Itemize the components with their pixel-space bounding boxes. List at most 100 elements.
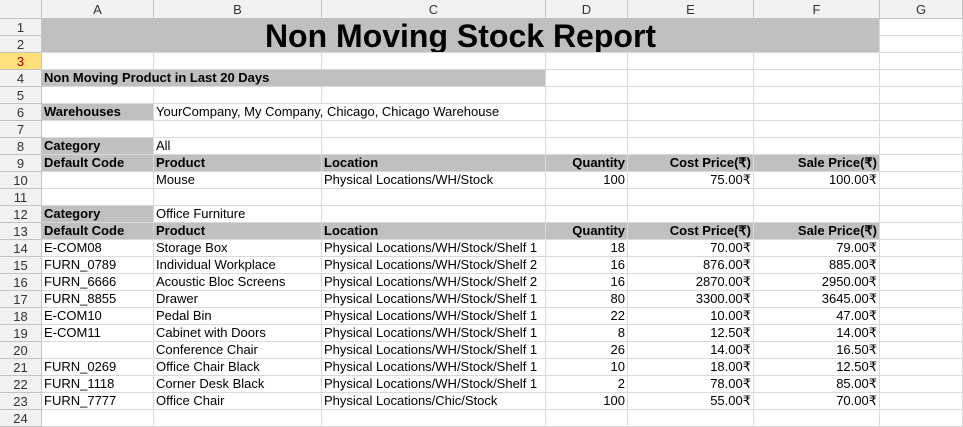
data-cell-location[interactable]: Physical Locations/WH/Stock/Shelf 1 [322,342,546,359]
row-header-16[interactable]: 16 [0,274,42,291]
empty-cell[interactable] [322,121,546,138]
empty-cell[interactable] [880,393,963,410]
empty-cell[interactable] [628,410,754,427]
data-cell-sale[interactable]: 47.00₹ [754,308,880,325]
header-location[interactable]: Location [322,155,546,172]
empty-cell[interactable] [628,53,754,70]
data-cell-code[interactable]: FURN_0269 [42,359,154,376]
column-header-g[interactable]: G [880,0,963,19]
header-sale-price[interactable]: Sale Price(₹) [754,155,880,172]
data-cell-code[interactable] [42,342,154,359]
empty-cell[interactable] [546,70,628,87]
data-cell-cost[interactable]: 70.00₹ [628,240,754,257]
column-header-a[interactable]: A [42,0,154,19]
row-header-12[interactable]: 12 [0,206,42,223]
row-header-23[interactable]: 23 [0,393,42,410]
data-cell-qty[interactable]: 100 [546,393,628,410]
data-cell-sale[interactable]: 12.50₹ [754,359,880,376]
row-header-3[interactable]: 3 [0,53,42,70]
data-cell-qty[interactable]: 22 [546,308,628,325]
data-cell-sale[interactable]: 14.00₹ [754,325,880,342]
data-cell-code[interactable]: FURN_0789 [42,257,154,274]
data-cell-cost[interactable]: 78.00₹ [628,376,754,393]
empty-cell[interactable] [880,342,963,359]
header-location[interactable]: Location [322,223,546,240]
data-cell-cost[interactable]: 14.00₹ [628,342,754,359]
row-header-24[interactable]: 24 [0,410,42,427]
select-all-corner[interactable] [0,0,42,19]
data-cell-cost[interactable]: 2870.00₹ [628,274,754,291]
empty-cell[interactable] [754,104,880,121]
empty-cell[interactable] [322,138,546,155]
row-header-18[interactable]: 18 [0,308,42,325]
row-header-4[interactable]: 4 [0,70,42,87]
header-cost-price[interactable]: Cost Price(₹) [628,155,754,172]
data-cell-product[interactable]: Office Chair [154,393,322,410]
empty-cell[interactable] [42,87,154,104]
empty-cell[interactable] [880,70,963,87]
empty-cell[interactable] [880,53,963,70]
data-cell-sale[interactable]: 79.00₹ [754,240,880,257]
empty-cell[interactable] [546,53,628,70]
empty-cell[interactable] [880,19,963,36]
empty-cell[interactable] [546,104,628,121]
report-title[interactable]: Non Moving Stock Report [42,19,880,53]
empty-cell[interactable] [322,87,546,104]
column-header-b[interactable]: B [154,0,322,19]
row-header-1[interactable]: 1 [0,19,42,36]
empty-cell[interactable] [880,274,963,291]
header-default-code[interactable]: Default Code [42,155,154,172]
empty-cell[interactable] [628,189,754,206]
empty-cell[interactable] [546,138,628,155]
empty-cell[interactable] [628,138,754,155]
row-header-19[interactable]: 19 [0,325,42,342]
row-header-13[interactable]: 13 [0,223,42,240]
empty-cell[interactable] [880,138,963,155]
empty-cell[interactable] [754,87,880,104]
row-header-7[interactable]: 7 [0,121,42,138]
column-header-e[interactable]: E [628,0,754,19]
row-header-17[interactable]: 17 [0,291,42,308]
warehouses-value[interactable]: YourCompany, My Company, Chicago, Chicag… [154,104,546,121]
header-quantity[interactable]: Quantity [546,223,628,240]
data-cell-cost[interactable]: 3300.00₹ [628,291,754,308]
data-cell-cost[interactable]: 876.00₹ [628,257,754,274]
data-cell-sale[interactable]: 85.00₹ [754,376,880,393]
data-cell-code[interactable]: FURN_1118 [42,376,154,393]
row-header-21[interactable]: 21 [0,359,42,376]
empty-cell[interactable] [628,121,754,138]
data-cell-code[interactable] [42,172,154,189]
empty-cell[interactable] [322,189,546,206]
data-cell-location[interactable]: Physical Locations/WH/Stock [322,172,546,189]
data-cell-product[interactable]: Individual Workplace [154,257,322,274]
empty-cell[interactable] [880,223,963,240]
data-cell-location[interactable]: Physical Locations/WH/Stock/Shelf 2 [322,274,546,291]
empty-cell[interactable] [880,410,963,427]
data-cell-qty[interactable]: 8 [546,325,628,342]
row-header-14[interactable]: 14 [0,240,42,257]
empty-cell[interactable] [42,121,154,138]
empty-cell[interactable] [628,206,754,223]
data-cell-product[interactable]: Acoustic Bloc Screens [154,274,322,291]
empty-cell[interactable] [322,206,546,223]
empty-cell[interactable] [42,53,154,70]
data-cell-product[interactable]: Drawer [154,291,322,308]
data-cell-qty[interactable]: 18 [546,240,628,257]
empty-cell[interactable] [546,410,628,427]
data-cell-product[interactable]: Office Chair Black [154,359,322,376]
data-cell-sale[interactable]: 2950.00₹ [754,274,880,291]
data-cell-product[interactable]: Mouse [154,172,322,189]
header-product[interactable]: Product [154,223,322,240]
empty-cell[interactable] [880,308,963,325]
data-cell-sale[interactable]: 70.00₹ [754,393,880,410]
category-label[interactable]: Category [42,138,154,155]
data-cell-sale[interactable]: 3645.00₹ [754,291,880,308]
empty-cell[interactable] [754,121,880,138]
empty-cell[interactable] [880,172,963,189]
empty-cell[interactable] [880,155,963,172]
empty-cell[interactable] [880,291,963,308]
empty-cell[interactable] [880,376,963,393]
data-cell-location[interactable]: Physical Locations/WH/Stock/Shelf 1 [322,291,546,308]
data-cell-qty[interactable]: 80 [546,291,628,308]
